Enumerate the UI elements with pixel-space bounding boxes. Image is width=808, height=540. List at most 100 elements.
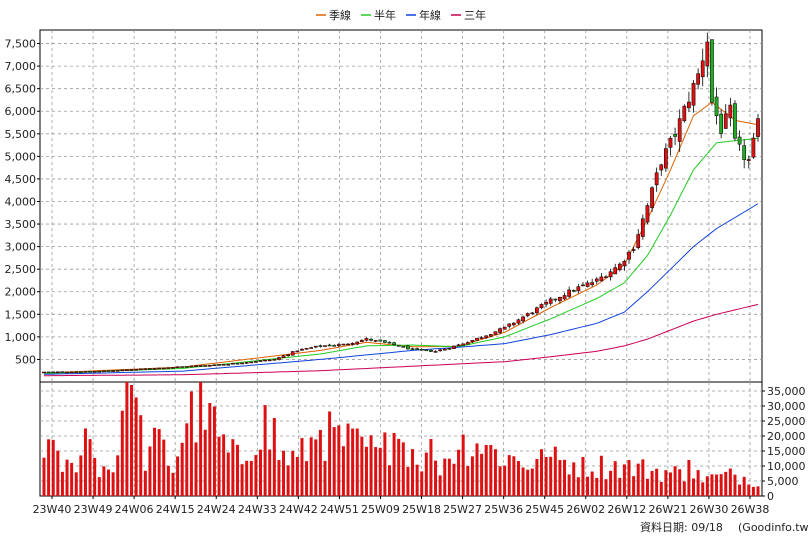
candle-body [687, 101, 691, 109]
volume-bar [475, 443, 479, 496]
candle-body [373, 340, 378, 342]
candle-body [258, 360, 263, 362]
volume-bar [341, 446, 345, 496]
candle-body [309, 347, 314, 349]
candle-body [46, 371, 51, 374]
volume-bar [521, 467, 525, 496]
volume-bar [599, 455, 603, 496]
candle-body [277, 357, 281, 360]
candle-body [106, 370, 111, 372]
candle-body [756, 118, 760, 137]
volume-bar [415, 464, 419, 496]
volume-bar [374, 447, 378, 496]
volume-bar [42, 457, 46, 496]
candle-body [733, 103, 737, 139]
candle-body [447, 348, 452, 350]
candle-body [521, 316, 525, 322]
volume-bar [493, 449, 497, 496]
candle-body [350, 342, 355, 345]
volume-bar [65, 459, 69, 496]
volume-bar [47, 439, 51, 496]
candle-body [719, 113, 724, 134]
volume-bar [401, 442, 405, 496]
candle-body [493, 331, 498, 335]
candle-body [364, 338, 369, 341]
volume-bar [567, 474, 571, 496]
candle-body [157, 367, 162, 370]
candle-body [111, 370, 115, 372]
price-tick-label: 1,500 [5, 308, 37, 321]
candle-body [673, 133, 677, 137]
volume-bar [392, 433, 396, 496]
candle-body [69, 371, 74, 374]
candle-body [659, 164, 664, 171]
volume-bar [93, 457, 97, 496]
price-tick-label: 5,000 [5, 150, 37, 163]
volume-tick-label: 20,000 [767, 430, 806, 443]
volume-bar [512, 456, 516, 496]
x-tick-label: 24W15 [156, 503, 195, 516]
volume-bar [572, 462, 576, 496]
volume-bar [176, 456, 180, 496]
volume-bar [259, 449, 263, 496]
price-tick-label: 3,500 [5, 218, 37, 231]
volume-bar [438, 475, 442, 496]
candle-body [171, 367, 175, 369]
volume-bar [83, 428, 87, 496]
volume-bar [226, 452, 230, 496]
volume-bar [397, 438, 401, 496]
candle-body [281, 355, 286, 358]
candle-body [286, 354, 291, 357]
volume-tick-label: 10,000 [767, 460, 806, 473]
candle-body [217, 364, 221, 366]
candle-body [267, 359, 272, 362]
candle-body [677, 118, 682, 142]
volume-bar [102, 466, 106, 496]
volume-bar [733, 474, 737, 496]
volume-bar [134, 397, 138, 496]
volume-bar [604, 479, 608, 496]
candle-body [143, 368, 148, 370]
candle-body [65, 371, 69, 374]
volume-bar [526, 469, 530, 496]
candle-body [452, 345, 456, 349]
candle-body [318, 345, 323, 347]
candle-body [51, 371, 56, 374]
candle-body [488, 334, 493, 337]
candle-body [567, 289, 571, 297]
volume-bar [645, 478, 649, 496]
volume-bar [263, 405, 267, 496]
volume-bar [309, 437, 313, 496]
volume-bar [553, 446, 557, 496]
x-tick-label: 25W18 [402, 503, 441, 516]
candle-body [553, 298, 558, 301]
volume-bar [715, 474, 719, 496]
candle-body [640, 218, 645, 237]
candle-body [627, 251, 631, 260]
volume-bar [88, 439, 92, 496]
candle-body [433, 351, 438, 353]
volume-bar [678, 469, 682, 496]
volume-bar [636, 463, 640, 496]
candle-body [134, 369, 138, 371]
candle-body [539, 304, 544, 309]
volume-bar [627, 459, 631, 496]
volume-bar [549, 456, 553, 496]
candle-body [544, 301, 548, 305]
volume-bar [544, 457, 548, 496]
candle-body [530, 312, 535, 315]
candle-body [410, 348, 415, 350]
candle-body [714, 96, 719, 117]
volume-bar [79, 455, 83, 496]
volume-bar [125, 382, 129, 496]
candle-body [221, 364, 226, 366]
candle-body [152, 368, 157, 370]
candle-body [175, 366, 180, 369]
volume-bar [613, 461, 617, 496]
candle-body [304, 348, 309, 350]
volume-bar [351, 428, 355, 496]
volume-bar [728, 468, 732, 496]
source-label: (Goodinfo.tw) [738, 521, 808, 534]
candle-body [442, 348, 447, 351]
